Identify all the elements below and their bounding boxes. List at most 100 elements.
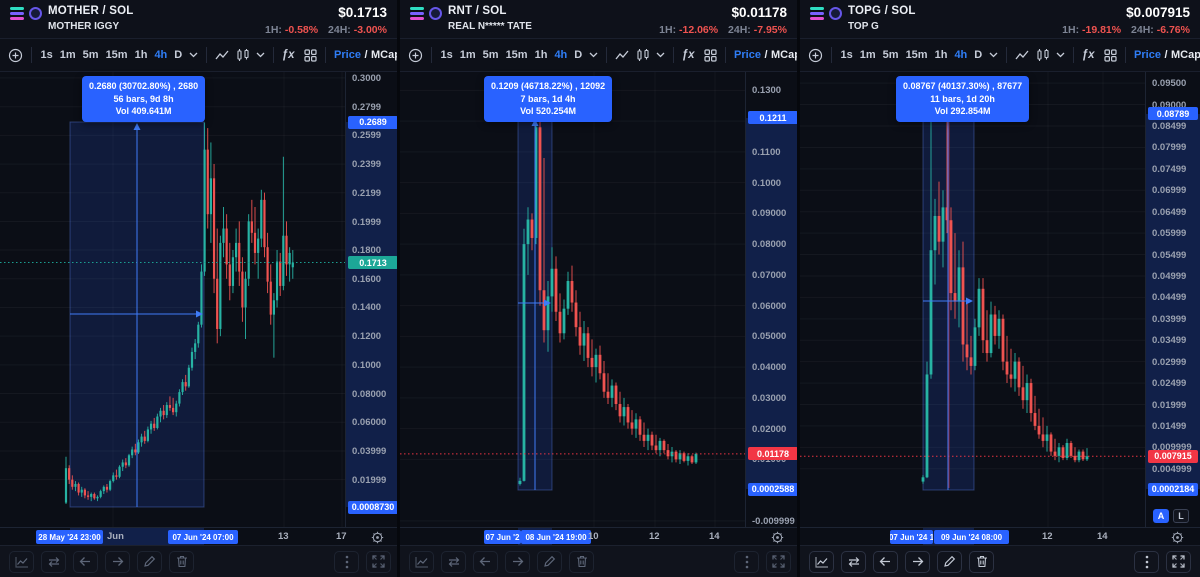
timeframe-1h[interactable]: 1h [134,49,148,61]
kebab-menu-icon[interactable] [334,550,359,573]
panel-header: MOTHER / SOL MOTHER IGGY $0.1713 1H: -0.… [0,0,397,38]
timeframe-1m[interactable]: 1m [859,49,876,61]
kebab-menu-icon[interactable] [734,550,759,573]
redo-arrow-right-button[interactable] [505,550,530,573]
redo-arrow-right-button[interactable] [105,550,130,573]
time-range-label: 07 Jun '24 07:00 [168,530,238,544]
expand-fullscreen-icon[interactable] [766,550,791,573]
draw-pencil-button[interactable] [937,550,962,573]
delete-trash-button[interactable] [969,550,994,573]
chart-canvas[interactable] [0,72,345,527]
chevron-down-icon[interactable] [253,50,268,60]
timeframe-1s[interactable]: 1s [440,49,453,61]
timeframe-1s[interactable]: 1s [840,49,853,61]
layout-grid-icon[interactable] [301,47,320,64]
token-name: MOTHER IGGY [48,21,120,32]
price-tick: 0.05999 [1152,228,1187,240]
chevron-down-icon[interactable] [186,50,201,60]
delete-trash-button[interactable] [569,550,594,573]
selection-high-price-label: 0.08789 [1148,107,1198,121]
timeframe-1s[interactable]: 1s [40,49,53,61]
indicators-fx-button[interactable]: ƒx [1081,49,1095,61]
timeframe-5m[interactable]: 5m [82,49,99,61]
chart-type-button[interactable] [409,550,434,573]
change-24h-label: 24H: [1131,24,1154,36]
chevron-down-icon[interactable] [653,50,668,60]
layout-grid-icon[interactable] [1101,47,1120,64]
undo-arrow-left-button[interactable] [73,550,98,573]
settings-gear-icon[interactable] [371,531,384,547]
time-axis[interactable]: 28 May '24 23:00 07 Jun '24 07:00 Jun 13 17 [0,527,397,547]
price-axis[interactable]: 0.09500 0.09000 0.08499 0.07999 0.07499 0.069… [1145,72,1200,527]
kebab-menu-icon[interactable] [1134,550,1159,573]
timeframe-15m[interactable]: 15m [905,49,928,61]
candles-style-icon[interactable] [233,46,253,64]
timeframe-D[interactable]: D [574,49,583,61]
timeframe-1m[interactable]: 1m [459,49,476,61]
chart-canvas[interactable] [400,72,745,527]
price-axis[interactable]: 0.13000.12000.11000.10000.090000.080000.… [745,72,797,527]
timeframe-5m[interactable]: 5m [482,49,499,61]
swap-compare-button[interactable] [441,550,466,573]
timeframe-1m[interactable]: 1m [59,49,76,61]
expand-fullscreen-icon[interactable] [366,550,391,573]
chart-panel: MOTHER / SOL MOTHER IGGY $0.1713 1H: -0.… [0,0,400,577]
timeframe-1h[interactable]: 1h [934,49,948,61]
chevron-down-icon[interactable] [1053,50,1068,60]
delete-trash-button[interactable] [169,550,194,573]
price-toggle[interactable]: Price [1134,49,1161,61]
add-indicator-button[interactable] [5,46,26,65]
price-toggle[interactable]: Price [734,49,761,61]
price-axis[interactable]: 0.3000 0.2799 0.2599 0.2399 0.2199 0.1999 0.18… [345,72,397,527]
timeframe-D[interactable]: D [974,49,983,61]
timeframe-15m[interactable]: 15m [105,49,128,61]
time-tick: 12 [1042,531,1053,542]
line-style-icon[interactable] [212,47,233,63]
chevron-down-icon[interactable] [586,50,601,60]
candles-style-icon[interactable] [633,46,653,64]
add-indicator-button[interactable] [805,46,826,65]
mcap-toggle[interactable]: MCap [371,49,397,61]
log-scale-button[interactable]: L [1173,509,1189,523]
price-tick: 0.1000 [752,177,782,189]
swap-compare-button[interactable] [41,550,66,573]
draw-pencil-button[interactable] [537,550,562,573]
timeframe-4h[interactable]: 4h [154,49,168,61]
time-axis[interactable]: 07 Jun '24 1 09 Jun '24 08:00 12 14 [800,527,1200,545]
timeframe-4h[interactable]: 4h [954,49,968,61]
redo-arrow-right-button[interactable] [905,550,930,573]
settings-gear-icon[interactable] [771,531,784,547]
mcap-toggle[interactable]: MCap [1171,49,1200,61]
indicators-fx-button[interactable]: ƒx [681,49,695,61]
change-1h-label: 1H: [659,24,677,36]
price-toggle[interactable]: Price [334,49,361,61]
time-axis[interactable]: 07 Jun '2 08 Jun '24 19:00 10 12 14 [400,527,797,547]
candles-style-icon[interactable] [1033,46,1053,64]
timeframe-5m[interactable]: 5m [882,49,899,61]
auto-scale-button[interactable]: A [1153,509,1169,523]
draw-pencil-button[interactable] [137,550,162,573]
measure-volume: Vol 409.641M [115,106,172,117]
timeframe-15m[interactable]: 15m [505,49,528,61]
line-style-icon[interactable] [612,47,633,63]
expand-fullscreen-icon[interactable] [1166,550,1191,573]
chart-canvas[interactable] [800,72,1145,527]
timeframe-4h[interactable]: 4h [554,49,568,61]
add-indicator-button[interactable] [405,46,426,65]
panel-footer [0,545,397,577]
price-tick: 0.04499 [1152,292,1187,304]
undo-arrow-left-button[interactable] [473,550,498,573]
undo-arrow-left-button[interactable] [873,550,898,573]
chart-toolbar: 1s 1m 5m 15m 1h 4h D ƒx Price / MCap [0,38,397,72]
settings-gear-icon[interactable] [1171,531,1184,547]
timeframe-1h[interactable]: 1h [534,49,548,61]
line-style-icon[interactable] [1012,47,1033,63]
chart-type-button[interactable] [9,550,34,573]
chevron-down-icon[interactable] [986,50,1001,60]
indicators-fx-button[interactable]: ƒx [281,49,295,61]
timeframe-D[interactable]: D [174,49,183,61]
swap-compare-button[interactable] [841,550,866,573]
layout-grid-icon[interactable] [701,47,720,64]
chart-type-button[interactable] [809,550,834,573]
mcap-toggle[interactable]: MCap [771,49,797,61]
